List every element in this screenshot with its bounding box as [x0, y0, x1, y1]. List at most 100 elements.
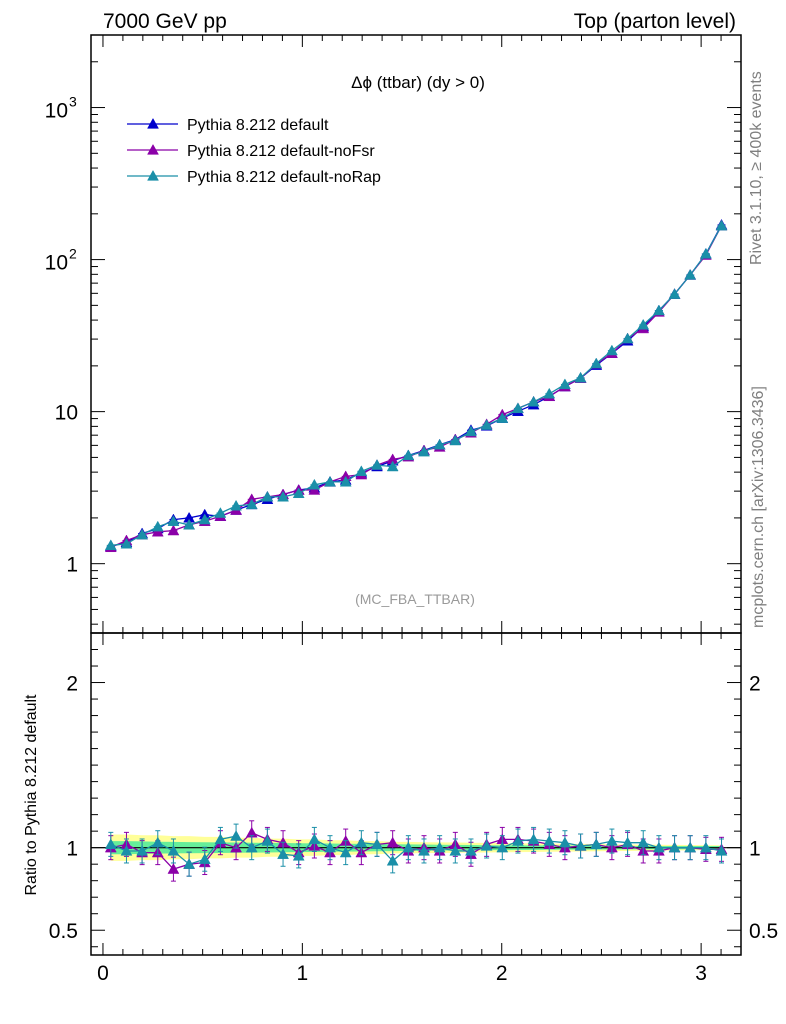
ratio-series-point — [418, 844, 430, 856]
series-point — [355, 465, 368, 476]
series-point — [214, 507, 227, 518]
series-point — [339, 475, 352, 487]
ratio-series-point — [261, 835, 274, 846]
ratio-series-point — [245, 841, 258, 853]
ratio-y-tick-label-right: 0.5 — [749, 920, 778, 943]
series-point — [496, 412, 509, 423]
series-point — [183, 518, 196, 530]
series-point — [637, 318, 650, 330]
series-point — [277, 490, 289, 502]
series-point — [386, 460, 399, 472]
ratio-series-line — [110, 835, 722, 865]
series-point — [104, 539, 117, 550]
main-y-tick-label: 10 — [45, 100, 68, 123]
legend-marker — [147, 143, 159, 155]
ratio-y-tick-label-right: 2 — [749, 673, 761, 696]
x-tick-label: 3 — [695, 962, 707, 985]
ratio-series-point — [386, 854, 399, 866]
ratio-series-point — [339, 846, 352, 858]
ratio-series-point — [652, 841, 665, 853]
ratio-series-point — [527, 833, 540, 845]
series-point — [668, 288, 681, 299]
series-point — [245, 498, 258, 510]
ratio-series-point — [465, 844, 477, 856]
ratio-series-point — [512, 835, 524, 846]
series-line — [110, 225, 723, 546]
series-3 — [104, 219, 728, 550]
ratio-series-point — [637, 836, 650, 848]
ratio-series-point — [605, 835, 618, 846]
ratio-series-point — [402, 841, 415, 853]
ratio-series-point — [371, 838, 383, 850]
series-point — [652, 304, 665, 316]
ratio-series-point — [574, 840, 587, 851]
series-point — [418, 445, 430, 457]
series-point — [574, 371, 587, 383]
series-point — [151, 520, 164, 532]
ratio-y-tick-label: 1 — [66, 838, 78, 861]
series-point — [136, 528, 149, 540]
ratio-series-point — [621, 836, 634, 848]
legend-marker — [147, 169, 159, 181]
series-point — [699, 247, 712, 259]
series-1 — [104, 218, 728, 552]
series-point — [324, 475, 336, 487]
series-point — [433, 438, 446, 450]
series-point — [371, 459, 383, 470]
header-left: 7000 GeV pp — [103, 10, 227, 33]
mcplots-label: mcplots.cern.ch [arXiv:1306.3436] — [750, 386, 767, 628]
ratio-series-point — [308, 833, 321, 845]
series-point — [120, 537, 133, 549]
series-point — [465, 425, 477, 437]
series-line — [110, 224, 723, 548]
series-point — [198, 513, 211, 525]
main-y-tick-exponent: 2 — [69, 246, 77, 262]
series-point — [512, 402, 524, 414]
ratio-series-point — [230, 830, 242, 841]
analysis-label: (MC_FBA_TTBAR) — [355, 591, 475, 607]
series-point — [715, 219, 728, 231]
series-point — [167, 524, 180, 536]
series-point — [684, 268, 697, 280]
series-point — [621, 332, 634, 344]
ratio-series-point — [699, 841, 712, 853]
ratio-series-point — [684, 841, 697, 853]
ratio-series-point — [167, 844, 180, 856]
series-2 — [104, 219, 728, 553]
ratio-series-point — [136, 844, 149, 856]
legend-label: Pythia 8.212 default-noFsr — [187, 143, 375, 160]
series-point — [402, 449, 415, 461]
ratio-series-point — [104, 838, 117, 850]
ratio-series-point — [120, 844, 133, 856]
series-point — [308, 478, 321, 490]
ratio-series-point — [543, 835, 556, 846]
main-y-tick-label: 10 — [55, 402, 78, 425]
ratio-series-point — [277, 848, 289, 859]
ratio-series-point — [214, 833, 227, 845]
ratio-plot-panel: 0 1 2 3 0.5 0.5 1 1 2 2 Ratio to Pythia 8.212 def… — [23, 632, 778, 985]
series-point — [527, 395, 540, 407]
main-y-tick-label: 1 — [66, 554, 78, 577]
ratio-series-point — [167, 863, 180, 874]
ratio-series-2 — [104, 823, 728, 877]
series-point — [292, 487, 305, 499]
ratio-series-point — [590, 838, 603, 850]
series-point — [558, 378, 571, 390]
header-right: Top (parton level) — [574, 10, 736, 33]
x-tick-label: 1 — [297, 962, 309, 985]
ratio-series-point — [496, 841, 509, 853]
series-point — [590, 357, 603, 369]
ratio-y-tick-label-right: 1 — [749, 838, 761, 861]
main-y-tick-label: 10 — [45, 252, 68, 275]
ratio-series-point — [668, 841, 681, 853]
legend: Pythia 8.212 default Pythia 8.212 default… — [127, 117, 381, 186]
legend-label: Pythia 8.212 default — [187, 117, 329, 134]
series-line — [110, 225, 723, 548]
ratio-y-tick-label: 2 — [66, 673, 78, 696]
main-y-tick-exponent: 3 — [69, 94, 77, 110]
legend-marker — [147, 117, 159, 129]
series-point — [308, 484, 321, 495]
rivet-label: Rivet 3.1.10, ≥ 400k events — [748, 71, 765, 265]
